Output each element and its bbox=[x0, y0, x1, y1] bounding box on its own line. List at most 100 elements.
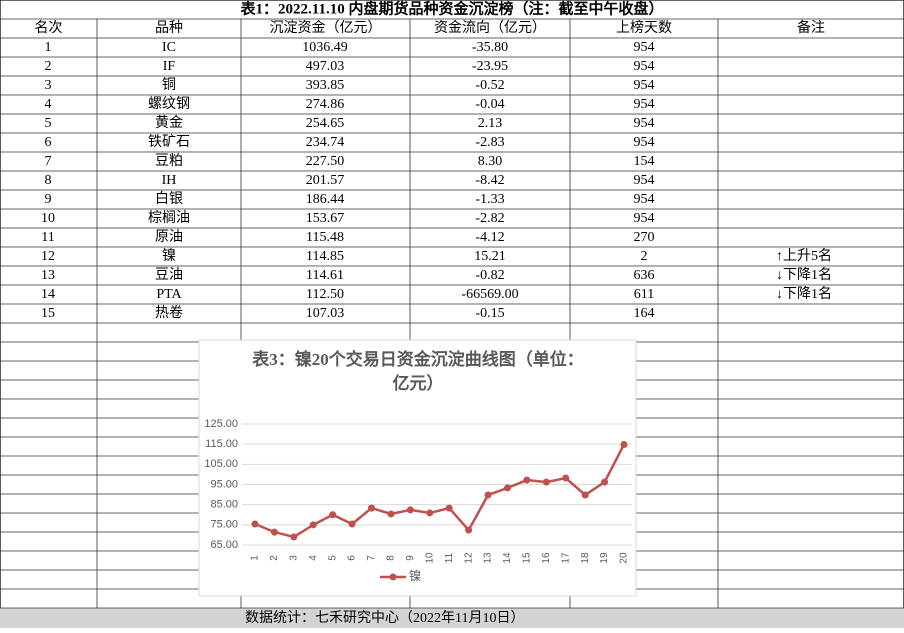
header-cell: 品种 bbox=[155, 20, 183, 36]
table-cell: 14 bbox=[41, 287, 55, 302]
table-cell: 274.86 bbox=[306, 97, 345, 112]
table-cell: 热卷 bbox=[155, 305, 183, 321]
x-tick-label: 19 bbox=[599, 552, 610, 564]
data-point bbox=[426, 509, 434, 517]
data-point bbox=[290, 533, 298, 541]
y-tick-label: 65.00 bbox=[210, 539, 238, 551]
table-cell: 11 bbox=[41, 230, 54, 245]
data-point bbox=[542, 478, 550, 486]
table-cell: 黄金 bbox=[155, 114, 183, 131]
table-cell: 954 bbox=[634, 173, 655, 188]
table-cell: -35.80 bbox=[472, 40, 508, 55]
table-cell: 8.30 bbox=[478, 154, 503, 169]
table-cell: -66569.00 bbox=[461, 287, 518, 302]
remark-cell: ↑上升5名 bbox=[776, 248, 832, 264]
table-cell: 豆油 bbox=[155, 267, 183, 283]
table-cell: 114.61 bbox=[306, 268, 344, 283]
header-cell: 上榜天数 bbox=[616, 19, 672, 36]
x-tick-label: 15 bbox=[522, 552, 533, 564]
table-cell: 954 bbox=[634, 97, 655, 112]
remark-cell: ↓下降1名 bbox=[776, 267, 832, 283]
table-cell: 铁矿石 bbox=[148, 134, 190, 150]
table-cell: 铜 bbox=[162, 77, 176, 93]
data-point bbox=[503, 484, 511, 492]
table-cell: -2.82 bbox=[475, 211, 504, 226]
data-point bbox=[601, 478, 609, 486]
x-tick-label: 2 bbox=[269, 555, 280, 561]
table-cell: 611 bbox=[634, 287, 654, 302]
table-cell: 153.67 bbox=[306, 211, 345, 226]
x-tick-label: 20 bbox=[619, 552, 630, 564]
table-cell: 13 bbox=[41, 268, 55, 283]
x-tick-label: 3 bbox=[288, 555, 299, 561]
table-cell: 棕榈油 bbox=[148, 210, 190, 226]
table-cell: 8 bbox=[45, 173, 52, 188]
table-cell: 954 bbox=[634, 59, 655, 74]
footer-row bbox=[0, 608, 904, 628]
header-cell: 资金流向（亿元） bbox=[434, 20, 546, 36]
table-cell: 豆粕 bbox=[155, 153, 183, 169]
table-cell: 164 bbox=[634, 306, 655, 321]
y-tick-label: 95.00 bbox=[210, 478, 238, 490]
data-point bbox=[465, 526, 473, 534]
data-point bbox=[562, 474, 570, 482]
table-cell: 3 bbox=[45, 78, 52, 93]
table-cell: 227.50 bbox=[306, 154, 345, 169]
header-cell: 备注 bbox=[797, 19, 825, 36]
table-cell: 白银 bbox=[155, 191, 183, 207]
y-tick-label: 75.00 bbox=[210, 519, 238, 531]
table-cell: 原油 bbox=[155, 229, 183, 245]
x-tick-label: 18 bbox=[580, 552, 591, 564]
legend-label: 镍 bbox=[409, 569, 421, 583]
x-tick-label: 4 bbox=[308, 555, 319, 561]
table-cell: 954 bbox=[634, 40, 655, 55]
header-cell: 名次 bbox=[35, 20, 63, 36]
table-cell: 2 bbox=[45, 59, 52, 74]
x-tick-label: 9 bbox=[405, 555, 416, 561]
table-cell: 954 bbox=[634, 135, 655, 150]
x-tick-label: 12 bbox=[463, 552, 474, 564]
data-point bbox=[406, 506, 414, 514]
data-point bbox=[581, 491, 589, 499]
x-tick-label: 10 bbox=[424, 552, 435, 564]
table-cell: IF bbox=[163, 59, 176, 74]
legend-marker bbox=[389, 573, 397, 581]
table-cell: 954 bbox=[634, 192, 655, 207]
table-cell: 497.03 bbox=[306, 59, 345, 74]
data-point bbox=[251, 520, 259, 528]
x-tick-label: 16 bbox=[541, 552, 552, 564]
table-cell: 201.57 bbox=[306, 173, 345, 188]
table-cell: 6 bbox=[45, 135, 52, 150]
table-cell: -4.12 bbox=[475, 230, 504, 245]
table-cell: 2.13 bbox=[478, 116, 503, 131]
table-cell: -23.95 bbox=[472, 59, 508, 74]
table-cell: 107.03 bbox=[306, 306, 345, 321]
table-cell: 954 bbox=[634, 211, 655, 226]
y-tick-label: 85.00 bbox=[210, 499, 238, 511]
data-point bbox=[329, 511, 337, 519]
table-cell: 112.50 bbox=[306, 287, 344, 302]
footer-text: 数据统计：七禾研究中心（2022年11月10日） bbox=[245, 610, 524, 626]
table-cell: 154 bbox=[634, 154, 655, 169]
table-cell: 镍 bbox=[162, 248, 176, 264]
table-cell: 393.85 bbox=[306, 78, 345, 93]
table-cell: 254.65 bbox=[306, 116, 345, 131]
table-cell: 270 bbox=[634, 230, 655, 245]
data-point bbox=[484, 491, 492, 499]
data-point bbox=[445, 504, 453, 512]
chart-title: 表3：镍20个交易日资金沉淀曲线图（单位：亿元） bbox=[252, 350, 584, 393]
data-point bbox=[620, 440, 628, 448]
chart-title-box: 表3：镍20个交易日资金沉淀曲线图（单位：亿元） bbox=[252, 350, 584, 393]
table-cell: 7 bbox=[45, 154, 52, 169]
x-tick-label: 14 bbox=[502, 552, 513, 564]
table-cell: 15 bbox=[41, 306, 55, 321]
table-cell: 234.74 bbox=[306, 135, 345, 150]
table-cell: 10 bbox=[41, 211, 55, 226]
data-point bbox=[523, 476, 531, 484]
table-title: 表1：2022.11.10 内盘期货品种资金沉淀榜（注：截至中午收盘） bbox=[241, 0, 664, 17]
table-cell: -0.04 bbox=[475, 97, 504, 112]
remark-cell: ↓下降1名 bbox=[776, 286, 832, 302]
table-cell: 12 bbox=[41, 249, 55, 264]
